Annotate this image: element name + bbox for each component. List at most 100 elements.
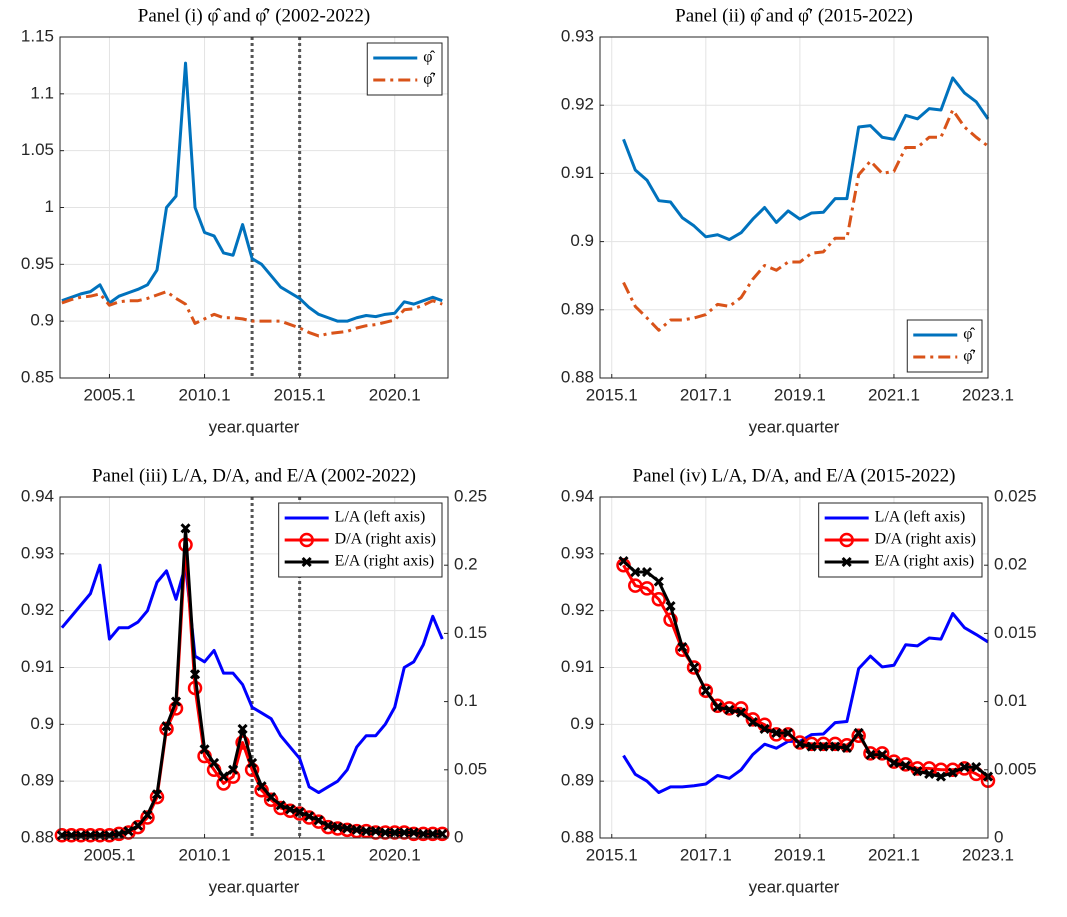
marker — [427, 828, 438, 839]
chart-title: Panel (iii) L/A, D/A, and E/A (2002-2022… — [92, 465, 416, 486]
series-line — [622, 76, 990, 242]
markers — [56, 523, 448, 841]
y-tick-label: 0.91 — [561, 657, 594, 676]
marker — [745, 712, 761, 727]
x-axis-label: year.quarter — [749, 417, 840, 436]
marker — [380, 827, 391, 838]
x-tick-label: 2023.1 — [962, 385, 1014, 404]
legend-box — [906, 319, 983, 373]
marker — [924, 768, 935, 779]
y-tick-label: 0.9 — [570, 714, 594, 733]
x-tick-label: 2005.1 — [83, 845, 135, 864]
y2-tick-label: 0.01 — [994, 691, 1027, 710]
marker — [839, 737, 855, 753]
marker — [418, 828, 429, 839]
y2-tick-label: 0.02 — [994, 555, 1027, 574]
marker — [771, 727, 782, 739]
y-tick-label: 0.92 — [561, 95, 594, 114]
marker — [199, 744, 210, 755]
y-tick-label: 1 — [45, 197, 54, 216]
marker — [208, 757, 220, 769]
marker — [686, 660, 702, 675]
marker — [700, 685, 711, 696]
y-tick-label: 0.89 — [21, 771, 54, 790]
marker — [877, 749, 888, 760]
x-tick-label: 2010.1 — [179, 385, 231, 404]
y2-tick-label: 0.005 — [994, 759, 1037, 778]
legend-label: D/A (right axis) — [335, 531, 436, 548]
marker — [971, 762, 982, 773]
plot-frame — [599, 496, 989, 839]
marker — [853, 727, 864, 739]
x-tick-label: 2015.1 — [274, 385, 326, 404]
x-axis-label: year.quarter — [209, 417, 300, 436]
x-tick-label: 2019.1 — [774, 385, 826, 404]
marker — [900, 760, 911, 771]
marker — [408, 827, 419, 838]
marker — [123, 826, 134, 837]
chart-title: Panel (ii) φ̂ and φ̂′ (2015-2022) — [675, 5, 913, 26]
y-tick-label: 0.91 — [21, 657, 54, 676]
x-tick-label: 2015.1 — [274, 845, 326, 864]
legend-label: φ̂ — [423, 49, 435, 66]
x-tick-label: 2017.1 — [680, 385, 732, 404]
legend-label: E/A (right axis) — [875, 553, 975, 570]
marker — [747, 716, 758, 728]
y-tick-label: 1.05 — [21, 140, 54, 159]
marker — [342, 823, 353, 834]
marker — [437, 828, 448, 839]
legend-label: L/A (left axis) — [335, 509, 426, 526]
marker — [235, 735, 250, 750]
marker — [959, 762, 970, 773]
x-tick-label: 2020.1 — [369, 845, 421, 864]
y2-tick-label: 0 — [454, 827, 463, 846]
y2-tick-label: 0.05 — [454, 759, 487, 778]
y2-tick-label: 0.25 — [454, 486, 487, 505]
y2-tick-label: 0.2 — [454, 555, 478, 574]
marker — [689, 662, 700, 673]
x-tick-label: 2021.1 — [868, 845, 920, 864]
x-tick-label: 2020.1 — [369, 385, 421, 404]
legend-label: E/A (right axis) — [335, 553, 435, 570]
marker — [247, 757, 258, 769]
marker — [759, 723, 770, 734]
marker — [839, 532, 854, 548]
y-tick-label: 0.93 — [561, 26, 594, 45]
legend: L/A (left axis) D/A (right axis) E/A (righ… — [818, 502, 983, 578]
marker — [228, 764, 239, 775]
y-tick-label: 0.92 — [21, 600, 54, 619]
marker — [851, 728, 866, 743]
marker — [299, 532, 314, 548]
marker — [794, 738, 805, 749]
marker — [263, 792, 279, 808]
legend-label: L/A (left axis) — [875, 509, 966, 526]
marker — [736, 707, 747, 718]
markers — [618, 556, 994, 782]
marker — [313, 815, 324, 826]
y-tick-label: 0.92 — [561, 600, 594, 619]
y-tick-label: 0.9 — [570, 231, 594, 250]
marker — [389, 827, 400, 838]
x-tick-label: 2019.1 — [774, 845, 826, 864]
y-tick-label: 0.89 — [561, 771, 594, 790]
marker — [841, 556, 852, 568]
x-tick-label: 2005.1 — [83, 385, 135, 404]
y2-tick-label: 0.015 — [994, 623, 1037, 642]
series-line — [622, 108, 989, 332]
marker — [783, 727, 794, 739]
y-tick-label: 0.88 — [561, 367, 594, 386]
marker — [865, 749, 876, 760]
y-tick-label: 0.88 — [21, 827, 54, 846]
plot-frame — [599, 36, 989, 379]
chart-title: Panel (iv) L/A, D/A, and E/A (2015-2022) — [633, 465, 956, 486]
marker — [663, 612, 678, 628]
marker — [237, 723, 248, 734]
y2-tick-label: 0 — [994, 827, 1003, 846]
marker — [180, 523, 191, 534]
x-tick-label: 2010.1 — [179, 845, 231, 864]
marker — [830, 741, 841, 752]
x-tick-label: 2015.1 — [586, 385, 638, 404]
legend-label: D/A (right axis) — [875, 531, 976, 548]
marker — [653, 576, 664, 587]
